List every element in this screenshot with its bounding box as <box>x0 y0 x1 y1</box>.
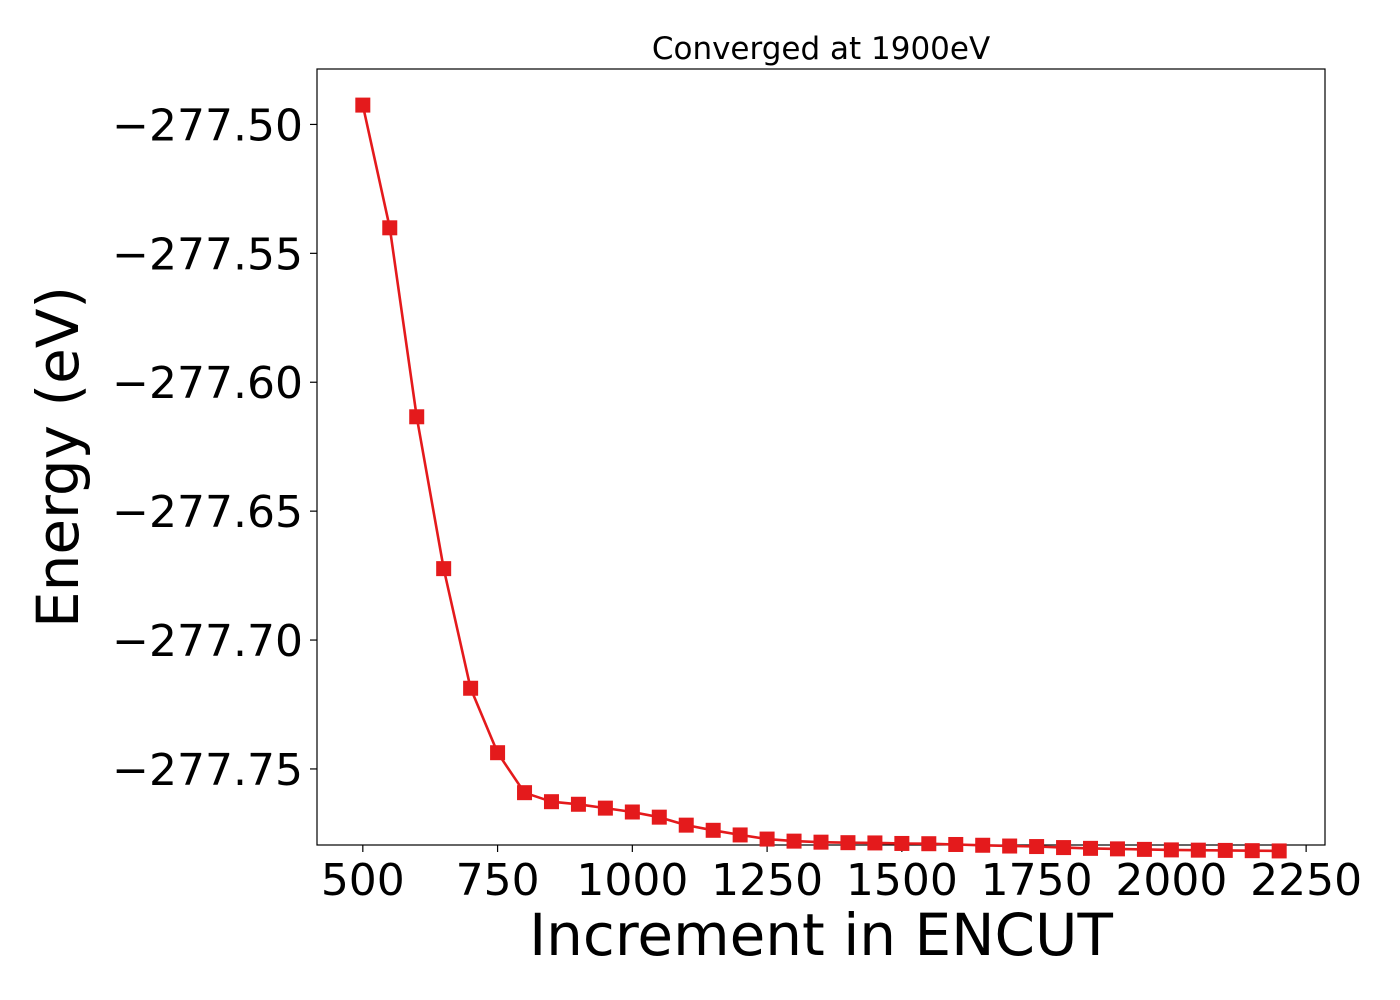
data-point-marker <box>1056 840 1072 856</box>
x-tick-label: 1750 <box>981 855 1093 906</box>
x-axis-ticks: 500 750 1000 1250 1500 1750 2000 2250 <box>321 845 1362 906</box>
data-point-marker <box>1217 842 1233 858</box>
data-point-marker <box>1109 841 1125 857</box>
data-point-marker <box>1002 838 1018 854</box>
y-tick-label: −277.60 <box>112 358 303 409</box>
data-point-marker <box>1163 842 1179 858</box>
data-point-marker <box>894 835 910 851</box>
data-point-marker <box>921 836 937 852</box>
data-point-marker <box>1271 843 1287 859</box>
x-tick-label: 1250 <box>711 855 823 906</box>
data-point-marker <box>436 561 452 577</box>
data-point-marker <box>1190 842 1206 858</box>
x-tick-label: 750 <box>456 855 540 906</box>
x-tick-label: 1500 <box>846 855 958 906</box>
y-axis-ticks: −277.50 −277.55 −277.60 −277.65 −277.70 −277.… <box>112 100 317 796</box>
data-point-marker <box>355 97 371 113</box>
data-point-marker <box>705 822 721 838</box>
x-tick-label: 1000 <box>576 855 688 906</box>
data-point-marker <box>651 809 667 825</box>
series-energy <box>355 97 1287 859</box>
y-tick-label: −277.70 <box>112 616 303 667</box>
data-point-marker <box>759 831 775 847</box>
x-axis-label: Increment in ENCUT <box>529 901 1113 969</box>
data-point-marker <box>975 837 991 853</box>
data-point-marker <box>840 835 856 851</box>
chart-title: Converged at 1900eV <box>652 31 990 67</box>
data-point-marker <box>948 836 964 852</box>
plot-area-frame <box>316 68 1326 846</box>
data-point-marker <box>490 745 506 761</box>
data-point-marker <box>1244 843 1260 859</box>
data-point-marker <box>570 796 586 812</box>
y-tick-label: −277.50 <box>112 100 303 151</box>
x-tick-label: 2250 <box>1250 855 1362 906</box>
y-tick-label: −277.75 <box>112 745 303 796</box>
data-point-marker <box>463 680 479 696</box>
data-point-marker <box>624 804 640 820</box>
data-point-marker <box>1136 841 1152 857</box>
x-tick-label: 500 <box>321 855 405 906</box>
data-point-marker <box>543 794 559 810</box>
data-point-marker <box>382 220 398 236</box>
y-tick-label: −277.65 <box>112 487 303 538</box>
data-point-marker <box>1083 840 1099 856</box>
data-point-marker <box>786 833 802 849</box>
series-line <box>361 104 1280 853</box>
data-point-marker <box>813 834 829 850</box>
data-point-marker <box>1029 839 1045 855</box>
data-point-marker <box>517 785 533 801</box>
y-axis-label: Energy (eV) <box>24 286 92 628</box>
data-point-marker <box>678 817 694 833</box>
data-point-marker <box>732 827 748 843</box>
data-point-marker <box>867 835 883 851</box>
x-tick-label: 2000 <box>1115 855 1227 906</box>
data-point-marker <box>409 409 425 425</box>
y-tick-label: −277.55 <box>112 229 303 280</box>
data-point-marker <box>597 800 613 816</box>
